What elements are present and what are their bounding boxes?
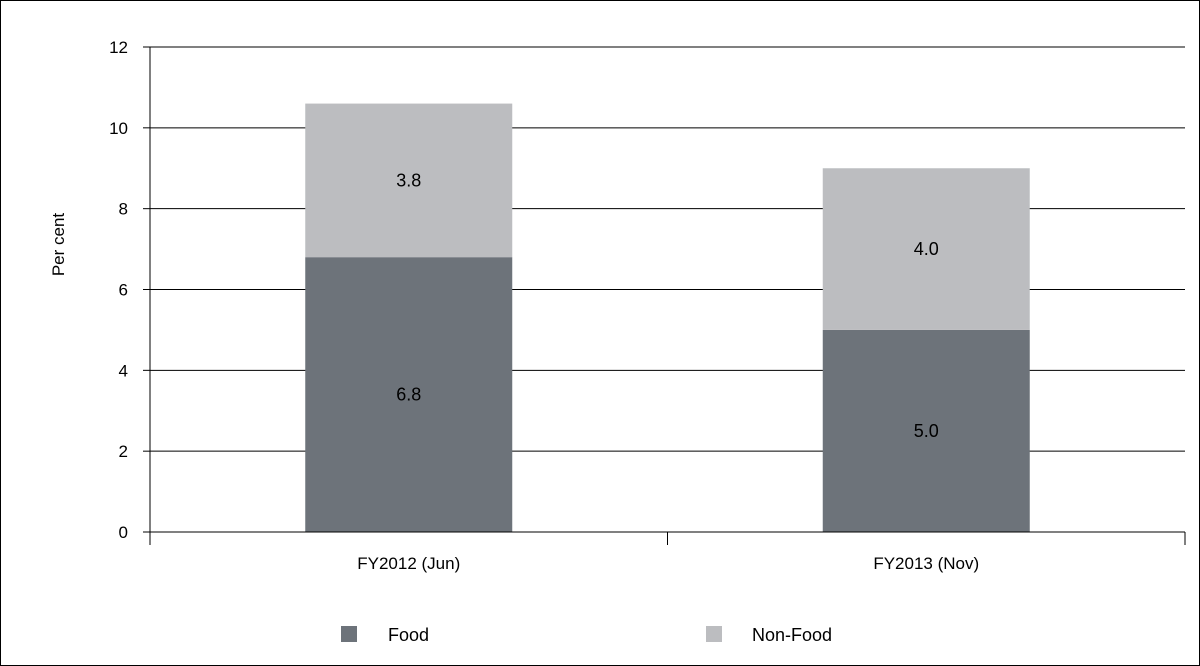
legend-label: Non-Food [752, 625, 832, 645]
bar-segment-food [305, 257, 513, 532]
bars: 6.8 3.8 5.0 4.0 [305, 103, 1030, 532]
y-tick-label: 10 [109, 119, 128, 138]
y-tick-label: 0 [119, 523, 128, 542]
x-category-label: FY2013 (Nov) [873, 554, 979, 573]
y-axis-title: Per cent [49, 213, 68, 277]
y-tick-label: 4 [119, 361, 128, 380]
bar-value-label: 3.8 [396, 170, 421, 190]
bar-value-label: 5.0 [914, 421, 939, 441]
legend: Food Non-Food [341, 625, 832, 645]
y-tick-label: 6 [119, 281, 128, 300]
y-tick-labels: 0 2 4 6 8 10 12 [109, 38, 128, 542]
y-tick-label: 8 [119, 200, 128, 219]
bar-segment-non-food [822, 168, 1030, 330]
x-category-label: FY2012 (Jun) [357, 554, 460, 573]
bar-value-label: 6.8 [396, 385, 421, 405]
bar-segment-non-food [305, 103, 513, 258]
y-tick-label: 2 [119, 442, 128, 461]
legend-swatch [341, 626, 357, 642]
x-category-labels: FY2012 (Jun) FY2013 (Nov) [357, 554, 979, 573]
legend-swatch [706, 626, 722, 642]
y-tick-label: 12 [109, 38, 128, 57]
bar-value-label: 4.0 [914, 239, 939, 259]
bar-segment-food [822, 329, 1030, 532]
axes [143, 46, 1186, 545]
legend-label: Food [388, 625, 429, 645]
